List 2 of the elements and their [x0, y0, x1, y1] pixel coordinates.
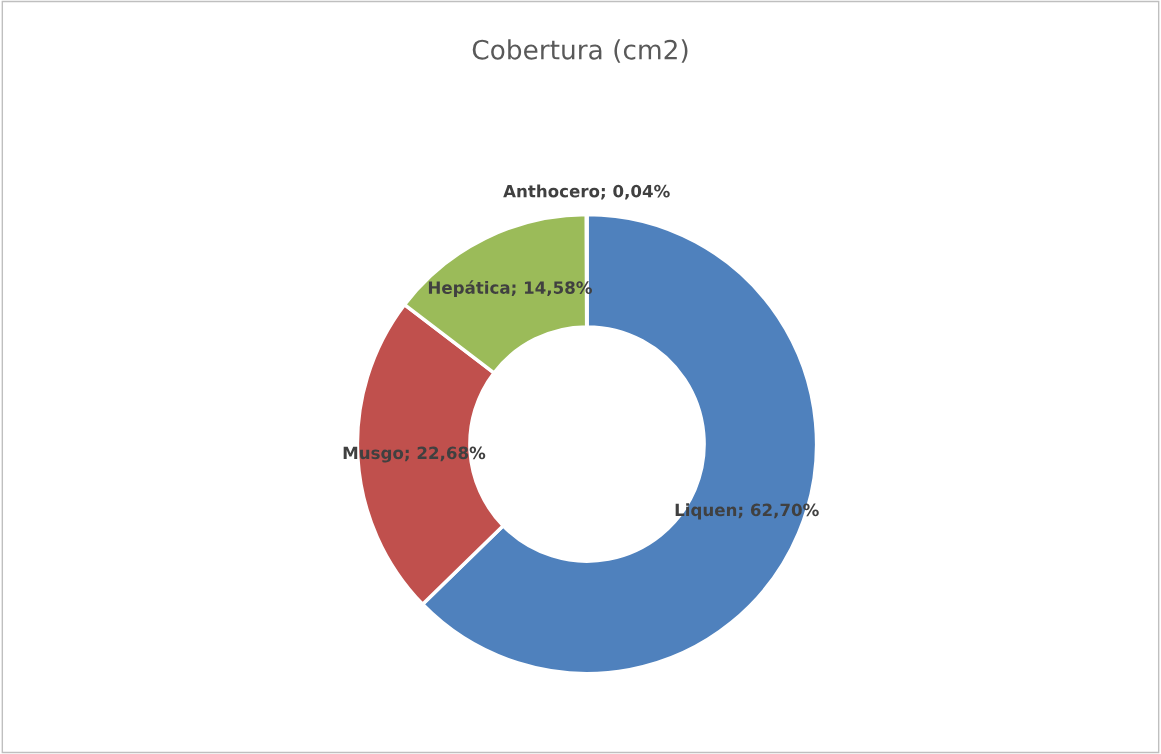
slice-label: Anthocero; 0,04%	[503, 184, 670, 200]
chart-title: Cobertura (cm2)	[472, 39, 688, 63]
